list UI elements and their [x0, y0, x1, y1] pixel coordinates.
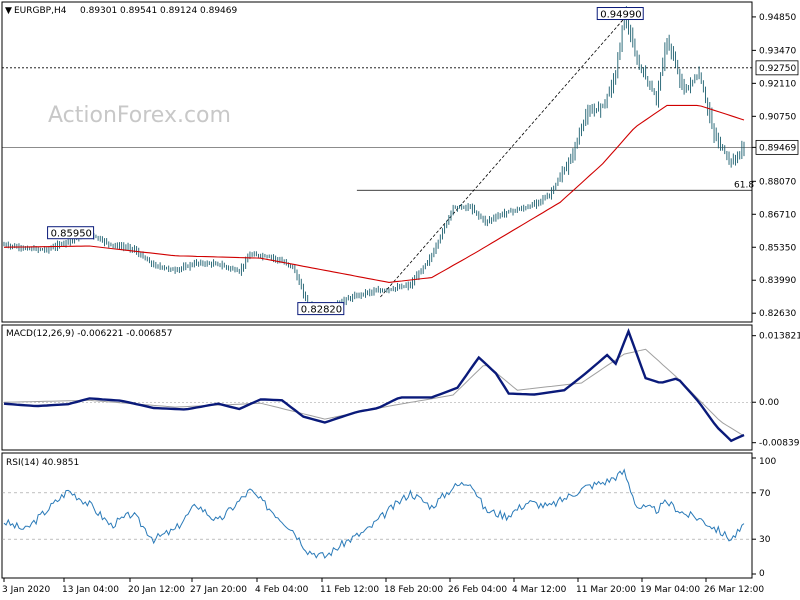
fib-level-label: 61.8: [734, 180, 754, 190]
x-tick-label-0: 3 Jan 2020: [2, 585, 50, 595]
rsi-panel: [1, 452, 753, 579]
price-annotation-box-1: [297, 302, 345, 316]
rsi-layer: [2, 468, 752, 559]
rsi-tick-label-1: 70: [759, 489, 771, 499]
level-label-box: [755, 60, 799, 76]
macd-tick-label-2: -0.008397: [759, 439, 800, 449]
ohlc-low: 0.89124: [160, 6, 197, 16]
x-tick-label-9: 11 Mar 20:00: [576, 585, 636, 595]
price-annotation-box-0: [47, 226, 95, 240]
price-tick-label-9: 0.82630: [759, 309, 796, 319]
price-tick-label-1: 0.93470: [759, 46, 796, 56]
x-tick-label-5: 11 Feb 12:00: [320, 585, 379, 595]
x-tick-label-7: 26 Feb 04:00: [448, 585, 507, 595]
symbol-label: EURGBP,H4: [14, 6, 67, 16]
x-tick-label-6: 18 Feb 20:00: [384, 585, 443, 595]
x-tick-label-3: 27 Jan 20:00: [190, 585, 247, 595]
price-tick-label-6: 0.86710: [759, 210, 796, 220]
rsi-line: [3, 468, 745, 559]
x-tick-label-2: 20 Jan 12:00: [128, 585, 185, 595]
price-tick-label-7: 0.85350: [759, 243, 796, 253]
ohlc-open: 0.89301: [80, 6, 117, 16]
x-tick-label-4: 4 Feb 04:00: [255, 585, 309, 595]
price-layer: 61.8 0.85950 0.82820 0.94990: [2, 6, 754, 316]
macd-title: MACD(12,26,9) -0.006221 -0.006857: [6, 329, 172, 339]
price-annotation-0: 0.85950: [51, 229, 92, 240]
price-annotation-box-2: [596, 7, 644, 21]
x-tick-label-11: 26 Mar 12:00: [704, 585, 764, 595]
price-tick-label-5: 0.88070: [759, 177, 796, 187]
rsi-tick-label-0: 100: [759, 457, 776, 467]
macd-line: [3, 328, 745, 443]
macd-tick-label-0: 0.013821: [759, 332, 800, 342]
price-tick-label-2: 0.92110: [759, 79, 796, 89]
rsi-title: RSI(14) 40.9851: [6, 458, 79, 468]
rsi-tick-label-2: 30: [759, 535, 771, 545]
ohlc-high: 0.89541: [120, 6, 157, 16]
price-tick-label-0: 0.94850: [759, 13, 796, 23]
price-tick-label-8: 0.83990: [759, 276, 796, 286]
sma-line: [3, 104, 745, 283]
level-label: 0.92750: [759, 64, 796, 74]
ohlc-close: 0.89469: [200, 6, 237, 16]
x-tick-label-8: 4 Mar 12:00: [512, 585, 567, 595]
axis-layer: 0.94850 0.93470 0.92110 0.90750 0.89469 0.880…: [2, 13, 800, 595]
watermark: ActionForex.com: [48, 103, 231, 128]
trendline: [380, 13, 629, 298]
symbol-arrow-icon: ▼: [5, 6, 12, 16]
current-price-box: [755, 139, 799, 155]
macd-layer: [2, 328, 752, 443]
macd-panel: [1, 324, 753, 451]
rsi-tick-label-3: 0: [759, 569, 765, 579]
price-annotation-2: 0.94990: [600, 10, 641, 21]
macd-tick-label-1: 0.00: [759, 398, 779, 408]
x-tick-label-10: 19 Mar 04:00: [640, 585, 700, 595]
price-annotation-1: 0.82820: [301, 305, 342, 316]
x-tick-label-1: 13 Jan 04:00: [62, 585, 119, 595]
price-panel: [1, 1, 753, 323]
price-tick-label-3: 0.90750: [759, 112, 796, 122]
price-tick-label-4: 0.89469: [759, 143, 796, 153]
